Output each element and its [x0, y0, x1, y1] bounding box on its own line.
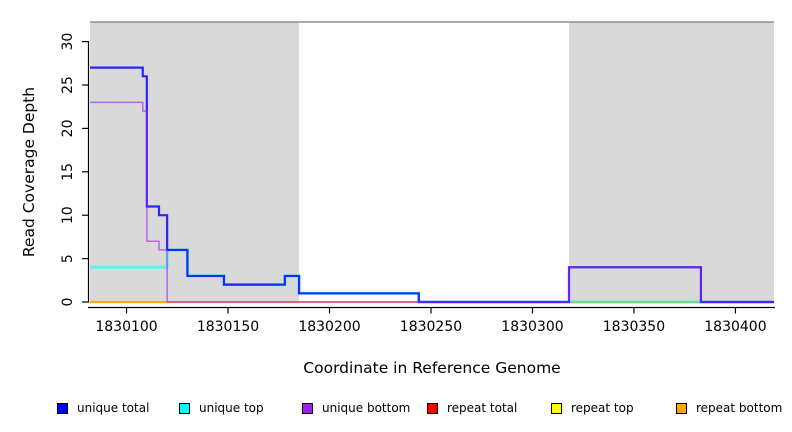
x-tick-label: 1830400 [704, 319, 766, 335]
x-axis-title: Coordinate in Reference Genome [303, 359, 561, 377]
y-tick-label: 5 [60, 254, 76, 263]
x-tick-label: 1830300 [501, 319, 563, 335]
series-line-unique-bottom [90, 101, 774, 303]
legend-item-unique-total: unique total [57, 399, 149, 417]
coverage-plot: 1830100 1830150 1830200 1830250 1830300 18303… [60, 21, 775, 335]
legend-swatch-repeat-top [551, 402, 562, 414]
x-tick-label: 1830250 [400, 319, 462, 335]
y-tick-label: 25 [60, 76, 76, 94]
legend-label-unique-total: unique total [77, 401, 150, 415]
x-tick-label: 1830150 [197, 319, 259, 335]
legend-label-repeat-bottom: repeat bottom [696, 401, 783, 415]
x-tick-label: 1830200 [298, 319, 360, 335]
legend-item-unique-bottom: unique bottom [302, 399, 410, 417]
legend-label-unique-bottom: unique bottom [322, 401, 411, 415]
legend-label-unique-top: unique top [199, 401, 264, 415]
y-tick-label: 15 [60, 163, 76, 181]
x-tick-label: 1830350 [603, 319, 665, 335]
y-axis-title: Read Coverage Depth [20, 86, 38, 258]
repeat-region-shading [569, 22, 774, 304]
x-tick-label: 1830100 [95, 319, 157, 335]
legend-swatch-unique-total [57, 402, 68, 414]
y-tick-label: 30 [60, 33, 76, 51]
legend-item-repeat-bottom: repeat bottom [676, 399, 782, 417]
y-tick-label: 0 [60, 298, 76, 307]
legend: unique total unique top unique bottom repea… [0, 399, 792, 419]
legend-item-repeat-total: repeat total [427, 399, 517, 417]
legend-label-repeat-total: repeat total [447, 401, 518, 415]
y-tick-label: 10 [60, 206, 76, 224]
legend-label-repeat-top: repeat top [571, 401, 634, 415]
repeat-region-shading [90, 22, 300, 304]
legend-item-unique-top: unique top [179, 399, 264, 417]
legend-swatch-unique-top [179, 402, 190, 414]
legend-swatch-repeat-bottom [676, 402, 687, 414]
legend-item-repeat-top: repeat top [551, 399, 634, 417]
legend-swatch-unique-bottom [302, 402, 313, 414]
y-tick-label: 20 [60, 119, 76, 137]
coverage-plot-svg: 1830100 1830150 1830200 1830250 1830300 18303… [60, 21, 775, 335]
legend-swatch-repeat-total [427, 402, 438, 414]
